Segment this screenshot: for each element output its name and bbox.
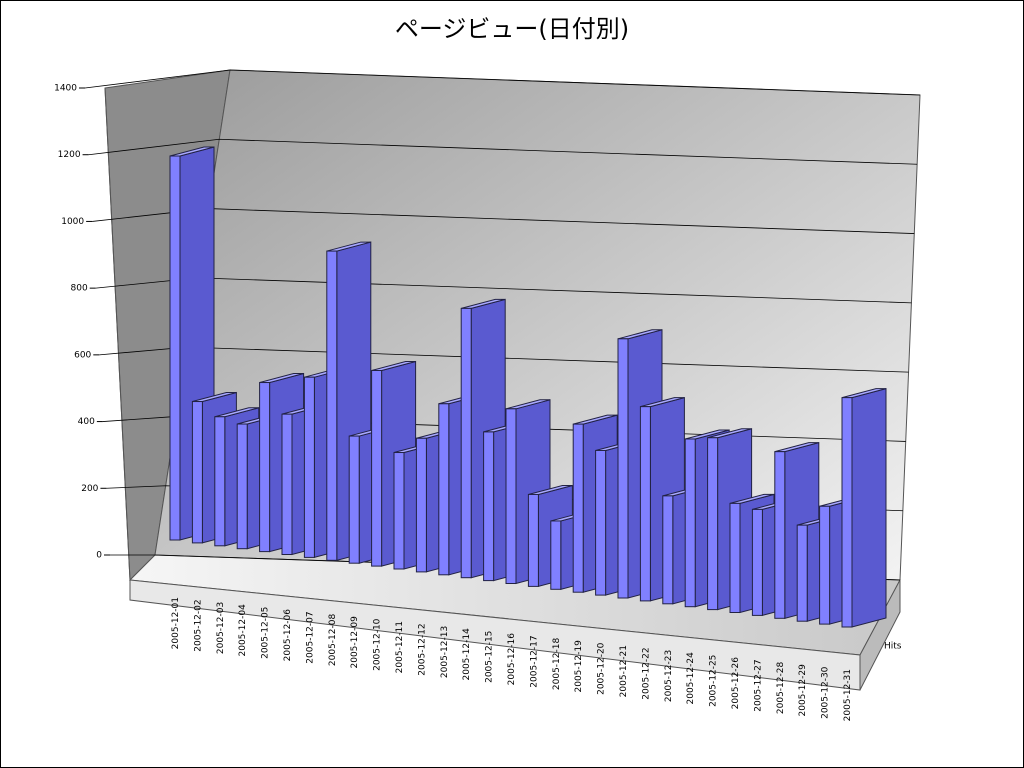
bar (438, 403, 450, 576)
chart-title: ページビュー(日付別) (395, 15, 629, 43)
x-tick-label: 2005-12-12 (417, 623, 427, 675)
x-tick-label: 2005-12-27 (753, 659, 763, 711)
y-tick-label: 0 (96, 551, 102, 561)
x-tick-label: 2005-12-25 (709, 655, 719, 707)
x-tick-label: 2005-12-19 (574, 640, 584, 693)
bar (169, 155, 181, 541)
bar (371, 370, 383, 567)
grid-line (84, 69, 921, 96)
bar (572, 423, 584, 593)
y-tick-label: 1400 (54, 84, 77, 94)
x-tick-label: 2005-12-04 (238, 604, 248, 657)
bar (393, 452, 405, 570)
bar (214, 416, 226, 547)
x-tick-label: 2005-12-22 (641, 647, 651, 699)
x-tick-label: 2005-12-11 (395, 621, 405, 673)
bar-side (851, 387, 887, 628)
x-tick-label: 2005-12-24 (686, 652, 696, 705)
x-tick-label: 2005-12-01 (171, 597, 181, 649)
bar (326, 250, 338, 561)
bar (550, 520, 562, 590)
bar (774, 451, 786, 619)
bar (281, 413, 293, 556)
y-tick-label: 1200 (58, 150, 81, 160)
grid-line (88, 138, 918, 165)
y-tick-label: 400 (78, 417, 95, 427)
x-tick-label: 2005-12-18 (552, 638, 562, 691)
x-tick-label: 2005-12-03 (216, 602, 226, 654)
x-tick-label: 2005-12-15 (485, 631, 495, 683)
x-tick-label: 2005-12-16 (507, 633, 517, 686)
x-tick-label: 2005-12-30 (821, 666, 831, 719)
y-axis (104, 87, 131, 581)
bar (684, 438, 696, 608)
x-tick-label: 2005-12-17 (529, 635, 539, 687)
x-tick-label: 2005-12-21 (619, 645, 629, 697)
y-tick-label: 600 (74, 350, 91, 360)
x-tick-label: 2005-12-31 (843, 669, 853, 721)
x-tick-label: 2005-12-07 (305, 611, 315, 663)
x-tick-label: 2005-12-20 (597, 642, 607, 695)
x-tick-label: 2005-12-14 (462, 628, 472, 681)
bar (617, 338, 629, 599)
x-tick-label: 2005-12-02 (193, 599, 203, 651)
bar (662, 495, 674, 605)
legend-label: Hits (884, 642, 902, 652)
bar (595, 449, 607, 596)
x-tick-label: 2005-12-05 (261, 607, 271, 659)
x-tick-label: 2005-12-26 (731, 657, 741, 710)
bar (796, 524, 808, 622)
bar (639, 406, 651, 602)
bar (415, 437, 427, 573)
bar (348, 435, 360, 564)
x-tick-label: 2005-12-08 (328, 614, 338, 667)
bar (729, 502, 741, 614)
bar (819, 505, 831, 625)
bar (236, 423, 248, 550)
x-tick-label: 2005-12-09 (350, 616, 360, 669)
bar (527, 493, 539, 587)
bar (841, 397, 853, 628)
x-tick-label: 2005-12-10 (373, 618, 383, 671)
bar (751, 508, 763, 616)
bar (460, 307, 472, 579)
y-tick-label: 1000 (61, 217, 84, 227)
floor-side (859, 579, 901, 691)
x-tick-label: 2005-12-06 (283, 609, 293, 662)
x-tick-label: 2005-12-23 (664, 650, 674, 702)
bar (707, 437, 719, 611)
bar (505, 408, 517, 585)
bar (259, 382, 271, 553)
bar (191, 401, 203, 544)
y-tick-label: 800 (71, 284, 88, 294)
bar (303, 376, 315, 558)
x-tick-label: 2005-12-28 (776, 662, 786, 715)
y-tick-label: 200 (81, 484, 98, 494)
bar (483, 431, 495, 582)
x-tick-label: 2005-12-29 (798, 664, 808, 717)
x-tick-label: 2005-12-13 (440, 626, 450, 678)
